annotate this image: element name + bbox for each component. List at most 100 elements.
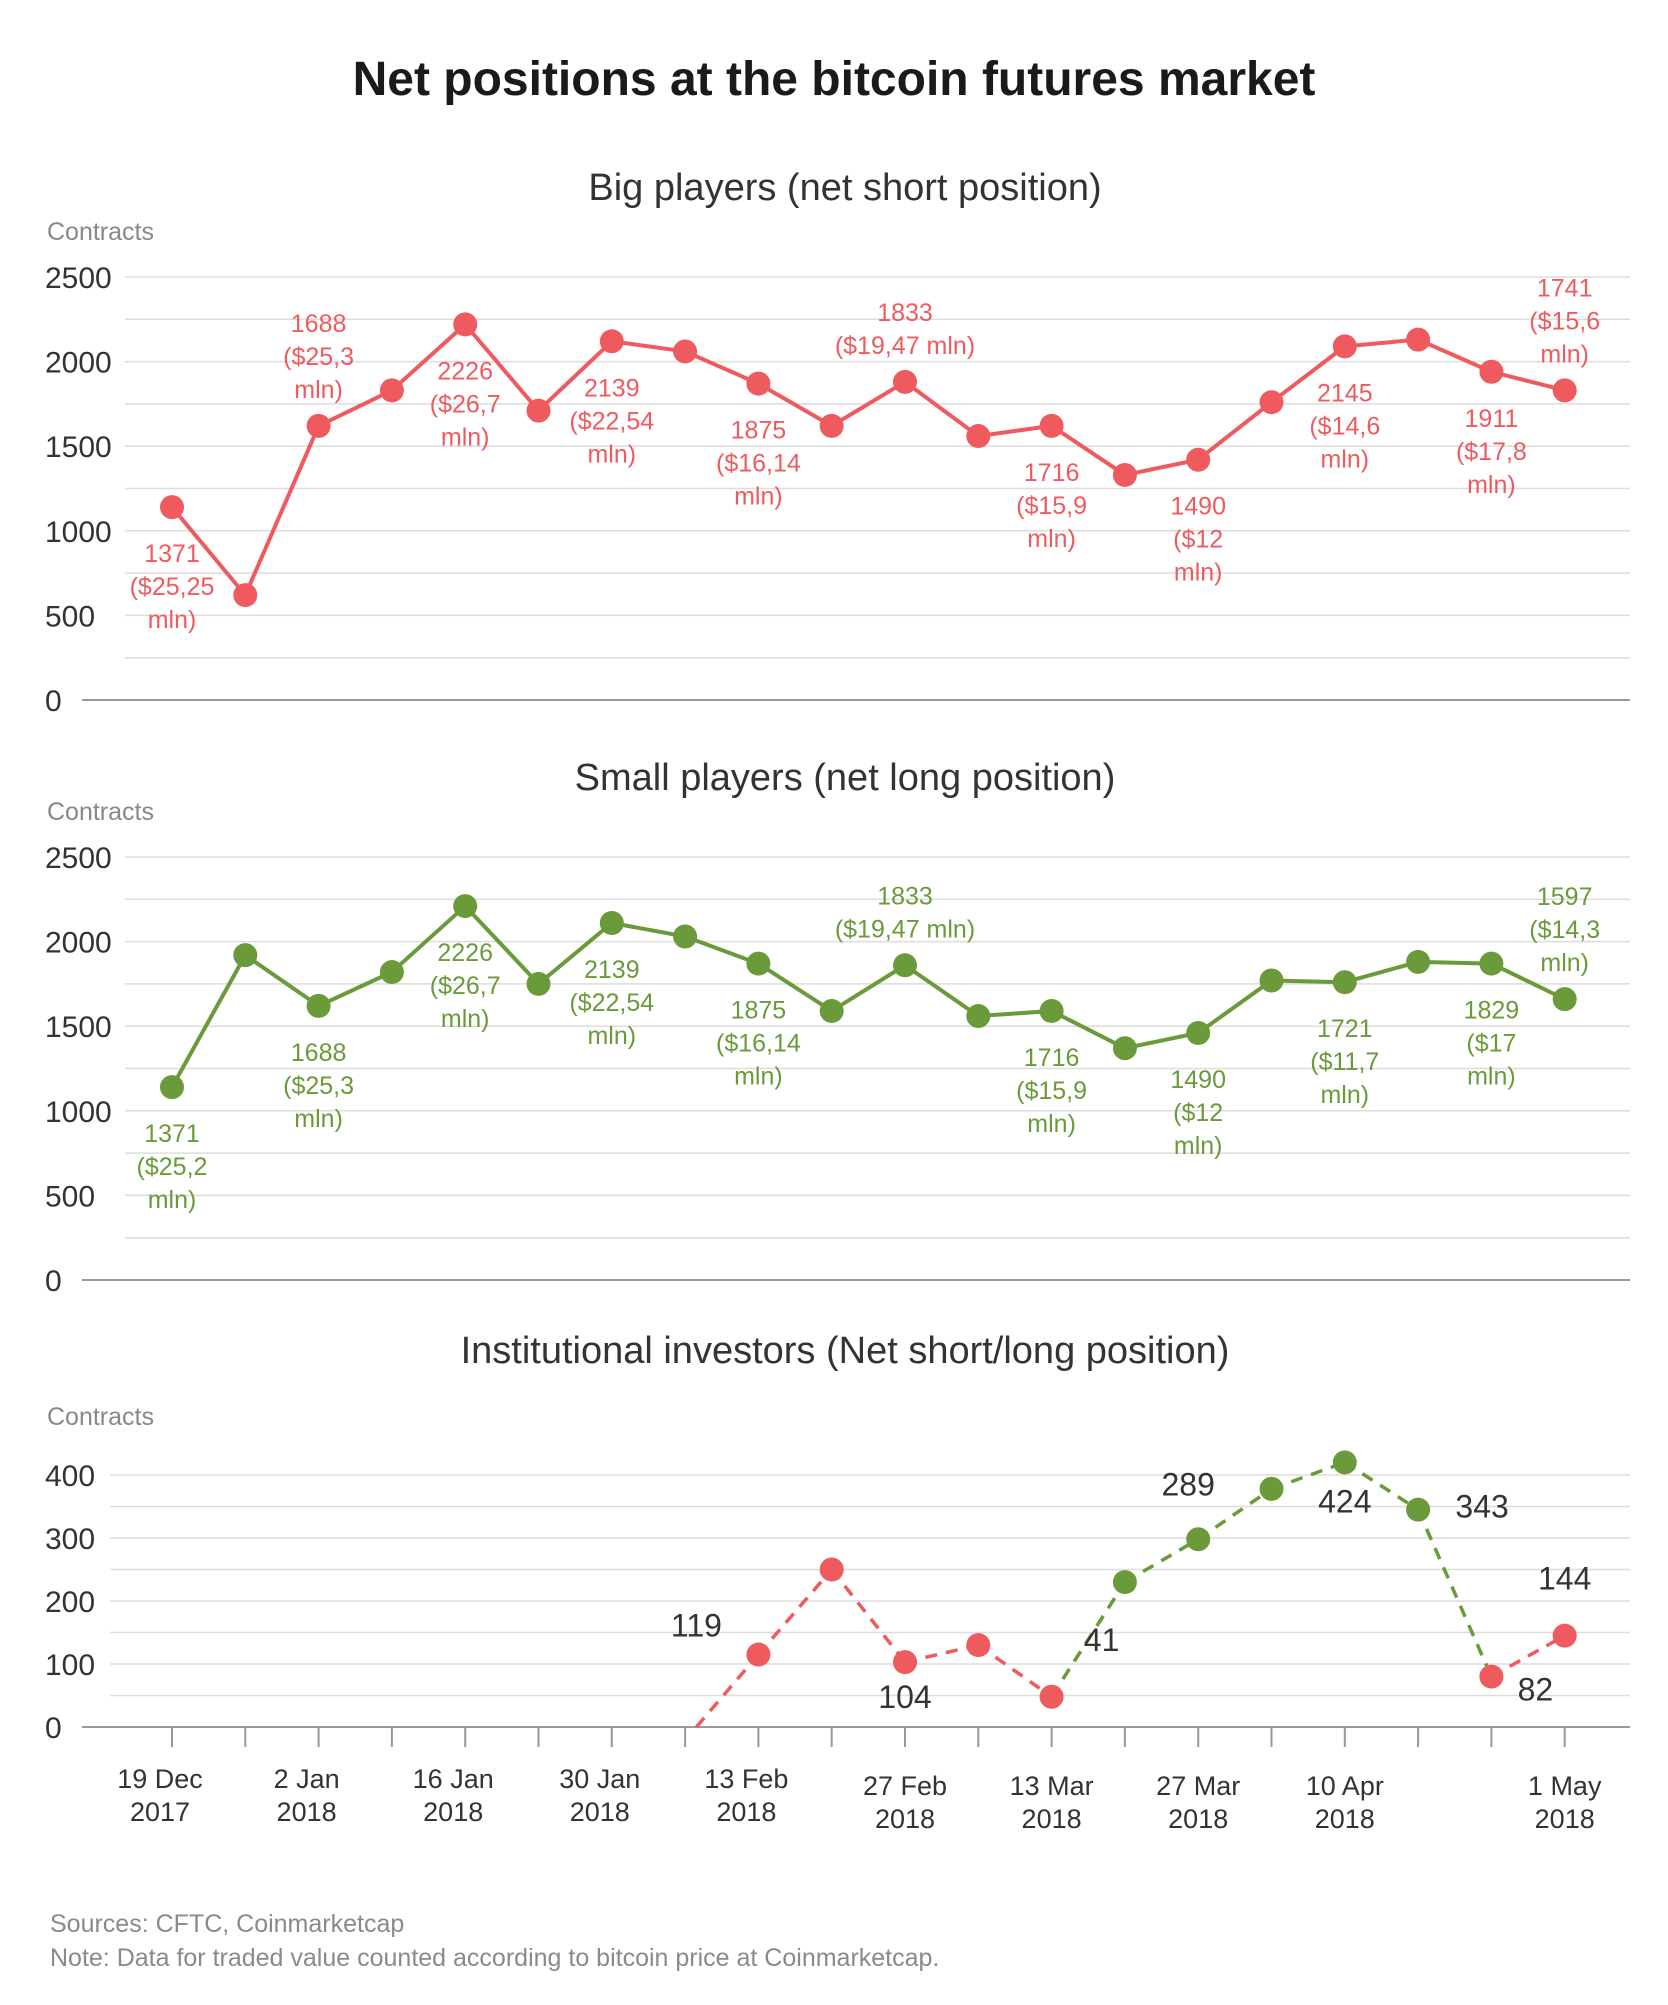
big-data-label: mln) [1027,525,1076,553]
big-data-label: ($22,54 [569,407,654,435]
small-data-label: ($12 [1173,1099,1223,1127]
big-data-label: mln) [1174,559,1223,587]
small-data-label: 1833 [877,882,933,910]
big-y-tick-label: 1000 [45,516,112,549]
inst-data-point [1406,1497,1431,1522]
small-y-tick-label: 500 [45,1180,95,1213]
big-data-point [526,398,551,423]
big-data-point [1406,327,1431,352]
big-data-label: 1716 [1024,459,1080,487]
big-data-label: 2139 [584,374,640,402]
small-data-label: ($16,14 [716,1030,801,1058]
big-data-label: ($25,3 [283,343,354,371]
x-tick-label: 2018 [423,1797,483,1827]
x-tick-label: 2018 [277,1797,337,1827]
inst-data-point [1186,1527,1211,1552]
small-data-label: mln) [1320,1081,1369,1109]
small-data-label: 1875 [731,997,787,1025]
big-y-tick-label: 500 [45,600,95,633]
small-data-label: ($11,7 [1310,1048,1379,1076]
x-tick-label: 2018 [1022,1804,1082,1834]
inst-series-segment [757,1568,834,1656]
small-data-point [1552,987,1577,1012]
big-data-point [966,424,991,449]
inst-y-tick-label: 300 [45,1523,95,1556]
big-data-point [1112,462,1137,487]
small-data-point [526,971,551,996]
small-y-tick-label: 1500 [45,1011,112,1044]
inst-data-label: 343 [1455,1489,1508,1525]
small-data-label: 2226 [437,939,493,967]
small-data-label: mln) [1027,1110,1076,1138]
small-data-point [233,943,258,968]
small-data-label: 1688 [291,1039,347,1067]
big-data-point [893,369,917,394]
sources-text: Sources: CFTC, Coinmarketcap [50,1910,405,1938]
big-data-point [1259,390,1284,415]
big-data-label: 1371 [144,540,200,568]
big-data-point [160,495,184,520]
small-data-label: mln) [294,1105,343,1133]
big-data-label: 1490 [1170,493,1226,521]
big-data-point [306,413,331,438]
inst-data-label: 41 [1084,1622,1120,1658]
small-data-label: mln) [441,1005,490,1033]
inst-series-segment [830,1568,907,1664]
big-y-tick-label: 2500 [45,262,112,295]
small-data-label: 1721 [1317,1015,1373,1043]
small-data-label: mln) [1174,1132,1223,1160]
small-data-point [1479,951,1504,976]
big-data-point [1552,378,1577,403]
inst-y-tick-label: 200 [45,1586,95,1619]
big-data-label: 2226 [437,357,493,385]
big-data-label: 1741 [1537,274,1593,302]
inst-data-point [966,1633,991,1658]
small-data-label: ($25,2 [137,1153,208,1181]
inst-data-label: 119 [671,1608,722,1644]
x-tick-label: 1 May [1528,1771,1602,1801]
inst-chart-title: Institutional investors (Net short/long … [461,1330,1230,1372]
inst-data-point [1039,1684,1064,1709]
inst-data-point [746,1642,771,1667]
small-data-label: 1490 [1170,1066,1226,1094]
inst-series-segment [1124,1537,1200,1584]
small-data-point [379,960,404,985]
big-data-point [599,329,624,354]
inst-data-point [1259,1476,1284,1501]
inst-series-segment [1490,1634,1566,1679]
x-tick-label: 2018 [716,1797,776,1827]
inst-series-segment [1050,1581,1127,1698]
inst-data-label: 289 [1162,1466,1215,1502]
big-data-point [673,339,698,364]
big-data-point [233,583,258,608]
big-data-label: mln) [734,483,783,511]
main-title: Net positions at the bitcoin futures mar… [352,53,1316,106]
big-series-line [170,322,1566,598]
small-data-point [599,910,624,935]
x-tick-label: 2018 [570,1797,630,1827]
big-data-label: ($19,47 mln) [835,332,975,360]
small-players-chart: Small players (net long position) Contrac… [45,757,1630,1298]
inst-data-label: 104 [878,1679,931,1715]
x-tick-label: 2018 [875,1804,935,1834]
big-data-label: mln) [148,606,197,634]
note-text: Note: Data for traded value counted acco… [50,1944,940,1972]
small-data-point [1259,968,1284,993]
x-tick-label: 27 Mar [1156,1771,1240,1801]
big-data-label: 2145 [1317,379,1373,407]
inst-data-point [819,1557,844,1582]
small-data-point [1112,1036,1137,1061]
big-data-point [1186,447,1211,472]
inst-data-point [1479,1664,1504,1689]
big-data-point [1479,359,1504,384]
big-data-label: ($25,25 [130,573,215,601]
inst-data-label: 424 [1318,1483,1371,1519]
inst-data-point [1332,1450,1357,1475]
institutional-investors-chart: Institutional investors (Net short/long … [45,1330,1630,1747]
small-data-point [160,1075,184,1100]
big-data-label: 1833 [877,299,933,327]
x-tick-label: 2017 [130,1797,190,1827]
big-data-label: ($16,14 [716,450,801,478]
